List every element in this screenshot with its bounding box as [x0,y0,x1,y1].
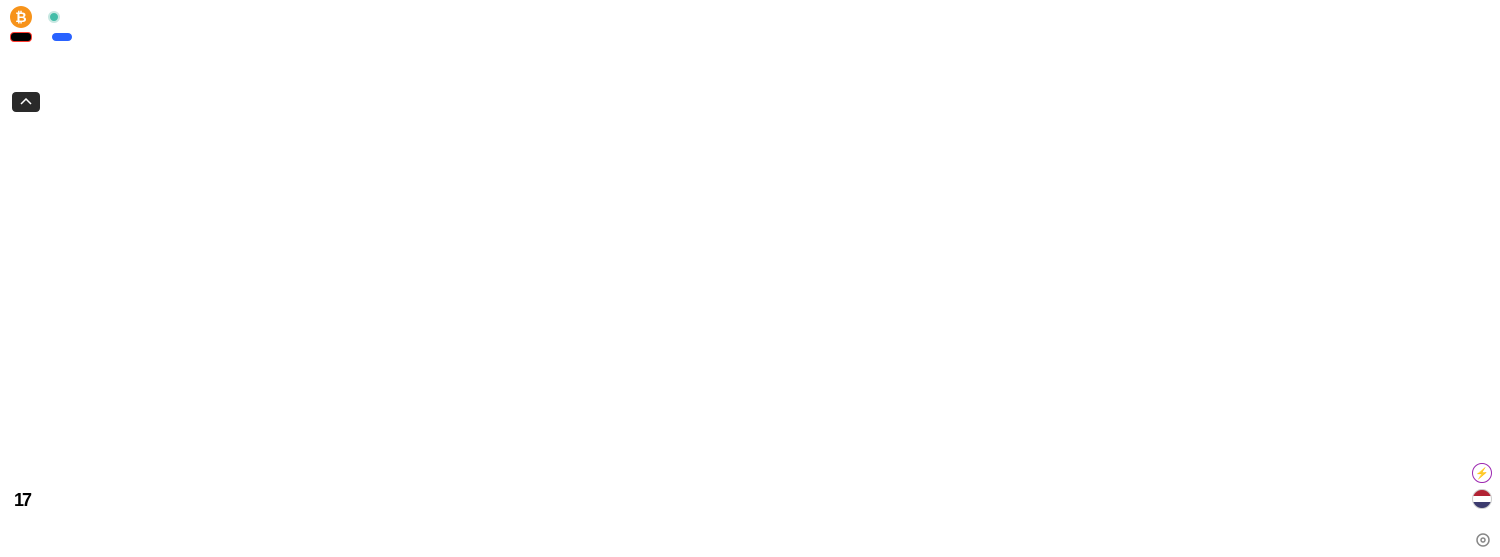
collapse-button[interactable] [12,92,40,112]
y-axis [1430,8,1500,517]
x-axis [8,521,1425,557]
tradingview-icon: 17 [14,490,30,511]
flag-icon[interactable] [1472,489,1492,509]
sell-badge[interactable] [10,32,32,42]
settings-icon[interactable] [1474,531,1492,549]
bitcoin-icon: ₿ [10,6,32,28]
chevron-up-icon [20,98,32,106]
bid-ask-row [10,32,72,42]
status-dot-icon [48,11,60,23]
chart-header: ₿ [10,6,68,28]
tradingview-watermark: 17 [14,490,36,511]
side-icons: ⚡ [1472,463,1492,509]
lightning-icon[interactable]: ⚡ [1472,463,1492,483]
chart-area[interactable] [8,8,1425,517]
price-line [8,8,1425,517]
buy-badge[interactable] [52,33,72,41]
